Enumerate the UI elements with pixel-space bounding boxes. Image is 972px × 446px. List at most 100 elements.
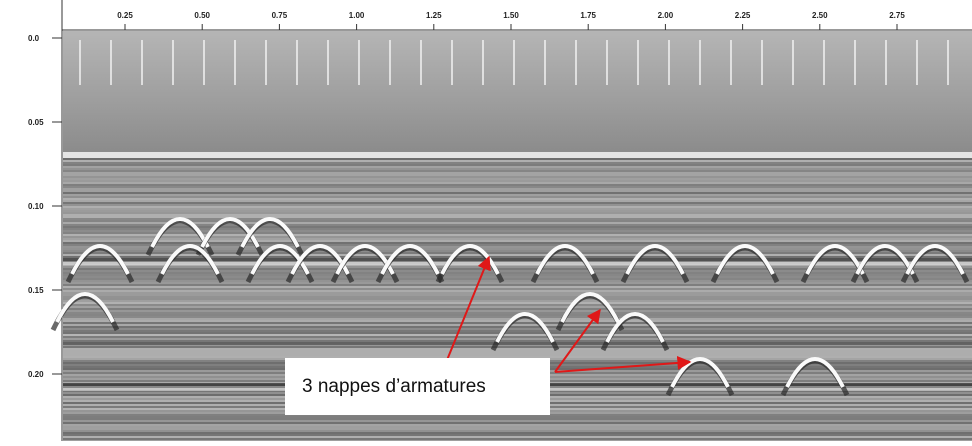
layer bbox=[63, 160, 972, 162]
layer bbox=[63, 218, 972, 220]
layer bbox=[63, 426, 972, 428]
layer bbox=[63, 196, 972, 198]
hyperbola bbox=[535, 244, 595, 275]
layer bbox=[63, 280, 972, 282]
layer bbox=[63, 320, 972, 322]
top-tick-label: 0.50 bbox=[194, 11, 210, 20]
layer bbox=[63, 298, 972, 300]
layer bbox=[63, 432, 972, 434]
layer bbox=[63, 162, 972, 164]
layer bbox=[63, 334, 972, 336]
layer bbox=[63, 250, 972, 252]
layer bbox=[63, 276, 972, 278]
hyperbola bbox=[240, 217, 300, 248]
hyperbola bbox=[160, 244, 220, 275]
arrow bbox=[444, 255, 491, 366]
top-tick-label: 2.25 bbox=[735, 11, 751, 20]
layer bbox=[63, 254, 972, 256]
left-tick-label: 0.05 bbox=[28, 118, 44, 127]
layer bbox=[63, 340, 972, 342]
layer bbox=[63, 304, 972, 306]
layer bbox=[63, 306, 972, 308]
layer bbox=[63, 342, 972, 345]
layer bbox=[63, 214, 972, 216]
hyperbola bbox=[805, 244, 865, 275]
layer bbox=[63, 422, 972, 424]
layer bbox=[63, 278, 972, 280]
layer bbox=[63, 176, 972, 178]
hyperbola bbox=[715, 244, 775, 275]
hyperbola bbox=[440, 244, 500, 275]
hyperbola bbox=[70, 244, 130, 275]
layer bbox=[63, 246, 972, 248]
hyperbola bbox=[560, 292, 620, 323]
layer bbox=[63, 418, 972, 420]
layer bbox=[63, 270, 972, 272]
layer bbox=[63, 180, 972, 182]
layer bbox=[63, 164, 972, 166]
layer bbox=[63, 302, 972, 304]
layer bbox=[63, 336, 972, 338]
hyperbola bbox=[855, 244, 915, 275]
surface-reflection bbox=[63, 152, 972, 158]
layer bbox=[63, 282, 972, 284]
layer bbox=[63, 166, 972, 168]
top-tick-label: 2.50 bbox=[812, 11, 828, 20]
layer bbox=[63, 436, 972, 438]
layer bbox=[63, 216, 972, 218]
top-tick-label: 0.75 bbox=[272, 11, 288, 20]
layer bbox=[63, 258, 972, 261]
layer bbox=[63, 226, 972, 228]
layer bbox=[63, 192, 972, 194]
axis-ticks: 0.25 0.50 0.75 1.00 1.25 1.50 1.75 2.00 2.25 2.50… bbox=[28, 11, 905, 379]
hyperbola bbox=[380, 244, 440, 275]
hyperbola bbox=[670, 357, 730, 388]
air-band bbox=[63, 31, 972, 156]
layer bbox=[63, 294, 972, 296]
top-tick-label: 2.75 bbox=[889, 11, 905, 20]
layer bbox=[63, 262, 972, 265]
arrow bbox=[554, 308, 601, 373]
layer bbox=[63, 322, 972, 324]
layer bbox=[63, 308, 972, 310]
layer bbox=[63, 200, 972, 202]
layer bbox=[63, 230, 972, 232]
layer bbox=[63, 310, 972, 312]
layer bbox=[63, 324, 972, 326]
layer bbox=[63, 272, 972, 274]
layer bbox=[63, 204, 972, 206]
layer bbox=[63, 354, 972, 356]
layer bbox=[63, 248, 972, 250]
top-tick-label: 1.00 bbox=[349, 11, 365, 20]
hyperbola bbox=[250, 244, 310, 275]
layer bbox=[63, 202, 972, 204]
layer bbox=[63, 236, 972, 238]
layer bbox=[63, 438, 972, 440]
layer bbox=[63, 312, 972, 314]
top-tick-label: 1.25 bbox=[426, 11, 442, 20]
left-tick-label: 0.15 bbox=[28, 286, 44, 295]
left-tick-label: 0.10 bbox=[28, 202, 44, 211]
layer bbox=[63, 326, 972, 328]
layer bbox=[63, 210, 972, 212]
layer bbox=[63, 208, 972, 210]
layer bbox=[63, 158, 972, 160]
layer bbox=[63, 284, 972, 286]
arrow bbox=[554, 355, 692, 373]
top-tick-label: 1.75 bbox=[580, 11, 596, 20]
layer bbox=[63, 350, 972, 352]
layer bbox=[63, 356, 972, 358]
layer bbox=[63, 232, 972, 234]
layer bbox=[63, 292, 972, 294]
layer bbox=[63, 288, 972, 290]
layer bbox=[63, 168, 972, 170]
layer bbox=[63, 300, 972, 302]
annotation: 3 nappes d’armatures bbox=[302, 376, 486, 397]
hyperbola bbox=[495, 312, 555, 343]
layer bbox=[63, 174, 972, 176]
top-tick-label: 2.00 bbox=[658, 11, 674, 20]
hyperbola bbox=[55, 292, 115, 323]
layer bbox=[63, 184, 972, 186]
layer bbox=[63, 190, 972, 192]
